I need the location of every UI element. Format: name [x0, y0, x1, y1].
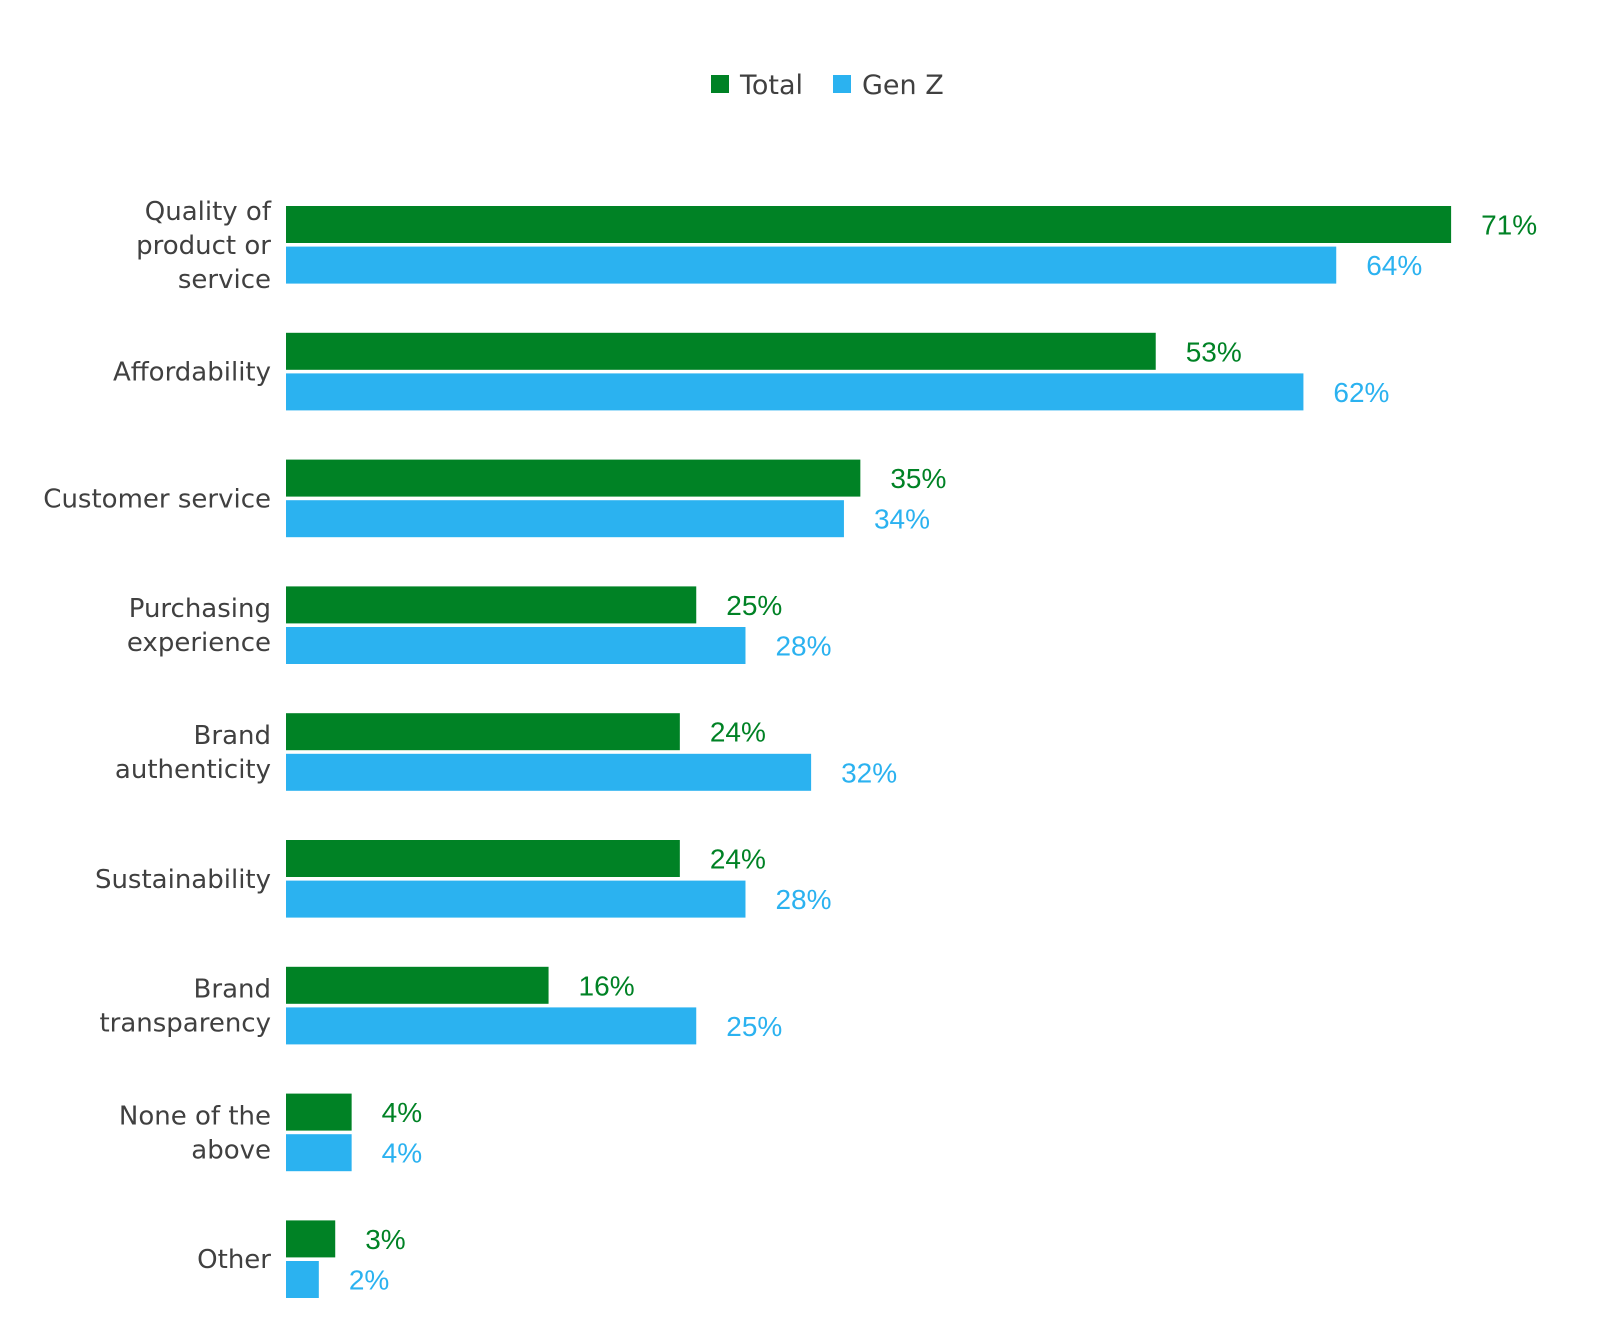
bar-total-none-of-the-above — [286, 1093, 352, 1131]
bars — [286, 206, 1452, 1298]
category-label-line: Customer service — [43, 484, 271, 514]
value-label-total-brand-authenticity: 24% — [710, 717, 766, 748]
bar-gen-z-brand-transparency — [286, 1007, 697, 1045]
value-label-gen-z-brand-authenticity: 32% — [841, 757, 897, 788]
value-label-total-affordability: 53% — [1186, 336, 1242, 367]
category-label-quality-of-product-or-service: Quality of product or service — [136, 197, 272, 295]
value-label-total-purchasing-experience: 25% — [726, 590, 782, 621]
category-label-line: Affordability — [113, 358, 271, 388]
value-label-gen-z-none-of-the-above: 4% — [382, 1138, 422, 1169]
category-label-line: service — [178, 265, 271, 295]
value-labels: 71% 64% 53% 62% 35% 34% 25% 28% 24% 32% 24% 28% 16% 2… — [349, 210, 1537, 1296]
category-label-line: experience — [127, 628, 271, 658]
value-label-gen-z-affordability: 62% — [1333, 377, 1389, 408]
value-label-total-brand-transparency: 16% — [579, 970, 635, 1001]
value-label-total-none-of-the-above: 4% — [382, 1097, 422, 1128]
category-label-purchasing-experience: Purchasing experience — [127, 594, 271, 658]
category-label-line: Brand — [194, 721, 271, 751]
bar-total-purchasing-experience — [286, 586, 697, 624]
category-label-sustainability: Sustainability — [95, 865, 271, 895]
category-label-line: product or — [136, 231, 271, 261]
bar-gen-z-purchasing-experience — [286, 627, 746, 664]
category-label-line: transparency — [99, 1009, 271, 1039]
bar-total-other — [286, 1220, 336, 1258]
bar-total-brand-authenticity — [286, 713, 680, 751]
bar-gen-z-sustainability — [286, 880, 746, 918]
value-label-gen-z-customer-service: 34% — [874, 504, 930, 535]
category-label-line: Brand — [194, 975, 271, 1005]
bar-gen-z-none-of-the-above — [286, 1134, 352, 1172]
legend-swatch-total — [711, 75, 729, 93]
legend-swatch-gen-z — [833, 75, 851, 93]
bar-total-affordability — [286, 332, 1156, 370]
bar-gen-z-brand-authenticity — [286, 753, 812, 791]
category-label-affordability: Affordability — [113, 358, 271, 388]
value-label-total-sustainability: 24% — [710, 844, 766, 875]
category-label-none-of-the-above: None of the above — [119, 1101, 271, 1165]
category-label-line: Purchasing — [129, 594, 271, 624]
category-label-line: Sustainability — [95, 865, 271, 895]
category-labels: Quality of product or service Affordability… — [43, 197, 272, 1275]
category-label-line: authenticity — [115, 755, 271, 785]
value-label-gen-z-quality-of-product-or-service: 64% — [1366, 250, 1422, 281]
value-label-total-customer-service: 35% — [890, 463, 946, 494]
legend-label-total: Total — [739, 70, 803, 101]
bar-gen-z-affordability — [286, 373, 1304, 411]
bar-total-quality-of-product-or-service — [286, 206, 1452, 243]
value-label-gen-z-other: 2% — [349, 1265, 389, 1296]
bar-total-customer-service — [286, 459, 861, 497]
category-label-line: None of the — [119, 1101, 271, 1131]
category-label-line: above — [191, 1135, 271, 1165]
legend: Total Gen Z — [711, 70, 944, 101]
category-label-brand-authenticity: Brand authenticity — [115, 721, 271, 785]
value-label-total-quality-of-product-or-service: 71% — [1481, 210, 1537, 241]
category-label-line: Other — [197, 1245, 271, 1275]
category-label-brand-transparency: Brand transparency — [99, 975, 271, 1039]
bar-gen-z-other — [286, 1261, 319, 1298]
value-label-gen-z-purchasing-experience: 28% — [775, 631, 831, 662]
bar-total-brand-transparency — [286, 966, 549, 1004]
value-label-gen-z-brand-transparency: 25% — [726, 1011, 782, 1042]
value-label-gen-z-sustainability: 28% — [775, 884, 831, 915]
legend-label-gen-z: Gen Z — [862, 70, 944, 101]
category-label-customer-service: Customer service — [43, 484, 271, 514]
category-label-line: Quality of — [145, 197, 272, 227]
category-label-other: Other — [197, 1245, 271, 1275]
value-label-total-other: 3% — [365, 1224, 405, 1255]
bar-total-sustainability — [286, 840, 680, 877]
bar-gen-z-customer-service — [286, 500, 844, 538]
legend-item-gen-z: Gen Z — [833, 70, 944, 101]
legend-item-total: Total — [711, 70, 803, 101]
bar-gen-z-quality-of-product-or-service — [286, 246, 1337, 284]
